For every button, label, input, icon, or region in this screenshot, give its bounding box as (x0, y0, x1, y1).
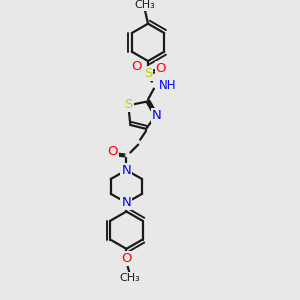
Text: S: S (124, 98, 133, 111)
Text: O: O (131, 60, 142, 74)
Text: O: O (156, 62, 166, 75)
Text: N: N (152, 109, 162, 122)
Text: O: O (121, 252, 132, 265)
Text: N: N (122, 196, 131, 209)
Text: S: S (144, 67, 152, 80)
Text: CH₃: CH₃ (135, 0, 155, 10)
Text: N: N (122, 164, 131, 177)
Text: O: O (107, 145, 118, 158)
Text: CH₃: CH₃ (119, 273, 140, 284)
Text: NH: NH (159, 79, 176, 92)
